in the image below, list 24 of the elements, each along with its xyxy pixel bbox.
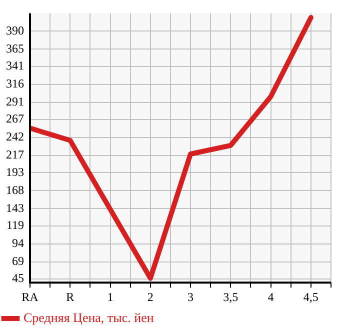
x-tick-label: R	[66, 290, 74, 304]
y-tick-label: 193	[6, 164, 24, 179]
y-tick-label: 168	[6, 182, 24, 197]
x-tick-label: 3	[188, 290, 194, 304]
x-tick-label: 2	[147, 290, 154, 304]
y-tick-label: 143	[6, 200, 24, 215]
y-tick-label: 390	[6, 23, 24, 38]
legend-label: Средняя Цена, тыс. йен	[24, 310, 154, 325]
y-tick-label: 119	[6, 218, 24, 232]
y-tick-label: 217	[6, 148, 24, 162]
x-tick-label: 3,5	[223, 290, 238, 304]
y-tick-label: 291	[6, 94, 24, 108]
y-tick-label: 267	[6, 112, 24, 126]
y-tick-label: 45	[12, 271, 24, 286]
x-tick-label: RA	[22, 290, 39, 304]
y-tick-label: 94	[12, 236, 24, 250]
x-tick-label: 1	[107, 290, 114, 304]
x-tick-label: 4,5	[303, 290, 318, 304]
y-tick-label: 69	[12, 254, 24, 268]
y-tick-label: 341	[6, 58, 24, 73]
y-tick-label: 365	[6, 41, 24, 56]
x-tick-label: 4	[268, 290, 274, 304]
y-tick-label: 242	[6, 130, 24, 144]
y-tick-label: 316	[6, 76, 24, 90]
